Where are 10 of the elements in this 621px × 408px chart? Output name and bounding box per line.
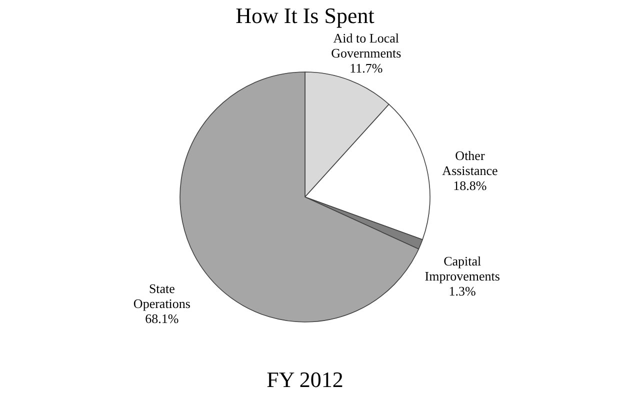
slice-label: Capital Improvements: [424, 253, 500, 284]
slice-label: State Operations: [133, 280, 190, 311]
data-label: 11.7%: [350, 60, 383, 76]
chart-title: How It Is Spent: [236, 3, 374, 28]
data-label: 18.8%: [453, 178, 487, 193]
data-label: 1.3%: [448, 283, 476, 298]
slice-label: Aid to Local Governments: [331, 30, 402, 60]
text: FY 2012: [266, 367, 344, 392]
data-label: 68.1%: [145, 310, 179, 326]
slice-label: Other Assistance: [442, 148, 498, 178]
